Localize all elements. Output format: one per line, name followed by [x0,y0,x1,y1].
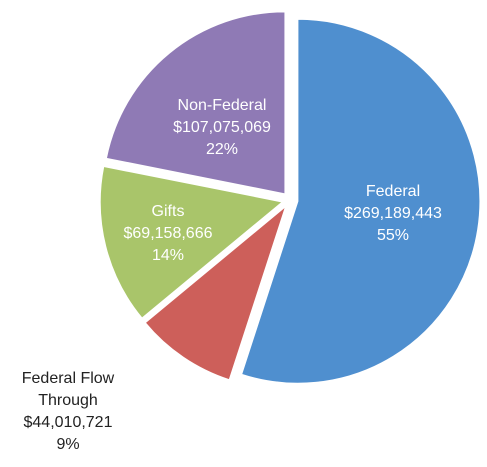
slice [105,11,286,195]
category-label: Federal [365,183,421,200]
slice-label: Federal Flow Through $44,010,721 9% [8,368,128,456]
slice-label: Federal $269,189,443 55% [344,181,442,247]
value-label: $107,075,069 [173,119,271,136]
category-label: Non-Federal [177,97,267,114]
slice-label: Gifts $69,158,666 14% [124,201,213,267]
percent-label: 14% [151,247,185,264]
slice-label: Non-Federal $107,075,069 22% [173,95,271,161]
category-label: Gifts [151,203,185,220]
percent-label: 9% [56,436,80,453]
value-label: $44,010,721 [23,414,113,431]
slice [241,18,481,384]
percent-label: 55% [376,227,410,244]
value-label: $269,189,443 [344,205,442,222]
value-label: $69,158,666 [123,225,213,242]
percent-label: 22% [205,141,239,158]
slice [99,165,284,319]
slice [144,205,287,381]
category-label: Federal Flow Through [21,370,115,409]
